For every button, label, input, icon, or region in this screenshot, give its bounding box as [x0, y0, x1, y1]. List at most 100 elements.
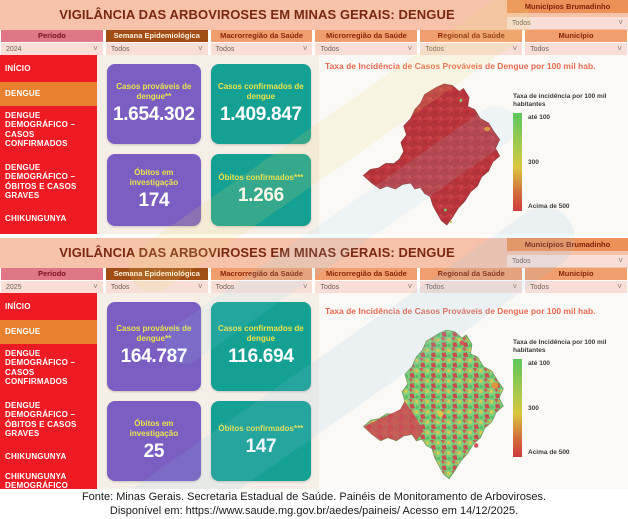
sidebar-item-inicio[interactable]: INÍCIO: [5, 302, 31, 311]
municipios-filter-dropdown[interactable]: Todos ˅: [507, 255, 628, 267]
filter-semana-epidemiologica: Semana Epidemiológica Todos ˅: [105, 268, 208, 293]
filter-dropdown[interactable]: Todos ˅: [420, 43, 523, 55]
sidebar-item-dengue-demografico-casos[interactable]: DENGUE DEMOGRÁFICO – CASOS CONFIRMADOS: [5, 348, 76, 387]
municipios-filter: Municípios Brumadinho Todos ˅: [507, 238, 628, 267]
chevron-down-icon: ˅: [407, 282, 413, 291]
kpi-value: 25: [143, 440, 165, 462]
filter-dropdown[interactable]: Todos ˅: [420, 281, 523, 293]
kpi-label: Óbitos em investigação: [129, 418, 179, 438]
dropdown-value: Todos: [110, 45, 130, 53]
sidebar-item-chikungunya-demografico[interactable]: CHIKUNGUNYA DEMOGRÁFICO: [5, 471, 69, 491]
dropdown-value: Todos: [425, 283, 444, 291]
kpi-label: Óbitos em investigação: [129, 168, 179, 187]
municipios-filter-dropdown[interactable]: Todos ˅: [507, 17, 628, 29]
filter-microrregiao: Microrregião da Saúde Todos ˅: [315, 268, 418, 293]
legend-gradient-bar: [513, 113, 522, 212]
filter-regional: Regional da Saúde Todos ˅: [420, 30, 523, 55]
choropleth-map-minas-gerais-2025[interactable]: [355, 327, 519, 485]
filter-label: Período: [1, 30, 103, 42]
dropdown-value: Todos: [512, 19, 531, 27]
chevron-down-icon: ˅: [302, 282, 308, 291]
kpi-card-grid: Casos prováveis de dengue** 164.787 Caso…: [97, 293, 319, 489]
filter-dropdown[interactable]: Todos ˅: [105, 43, 208, 55]
source-caption-line1: Fonte: Minas Gerais. Secretaria Estadual…: [81, 491, 547, 503]
sidebar-item-dengue[interactable]: DENGUE: [0, 82, 97, 106]
filter-microrregiao: Microrregião da Saúde Todos ˅: [315, 30, 418, 55]
kpi-label: Casos confirmados de dengue: [217, 324, 304, 344]
filter-dropdown[interactable]: Todos ˅: [210, 43, 313, 55]
sidebar-item-dengue-demografico-obitos[interactable]: DENGUE DEMOGRÁFICO – ÓBITOS E CASOS GRAV…: [5, 162, 77, 200]
panel-header: VIGILÂNCIA DAS ARBOVIROSES EM MINAS GERA…: [0, 238, 628, 268]
dropdown-value: Todos: [110, 283, 130, 291]
filter-dropdown[interactable]: Todos ˅: [525, 281, 627, 293]
dropdown-value: Todos: [320, 45, 340, 53]
filter-dropdown[interactable]: Todos ˅: [525, 43, 627, 55]
legend-label-mid: 300: [528, 404, 539, 412]
kpi-label: Casos prováveis de dengue**: [116, 324, 192, 344]
chevron-down-icon: ˅: [197, 44, 203, 53]
source-caption-line2: Disponível em: https://www.saude.mg.gov.…: [109, 505, 519, 517]
dropdown-value: 2024: [6, 45, 22, 53]
filter-dropdown[interactable]: 2025 ˅: [1, 281, 103, 293]
sidebar-item-inicio[interactable]: INÍCIO: [5, 64, 31, 73]
map-visual: Taxa de Incidência de Casos Prováveis de…: [319, 293, 628, 489]
legend-label-min: até 100: [528, 360, 551, 368]
filter-label: Microrregião da Saúde: [315, 268, 418, 280]
sidebar-item-dengue-demografico-casos[interactable]: DENGUE DEMOGRÁFICO – CASOS CONFIRMADOS: [5, 110, 76, 149]
chevron-down-icon: ˅: [617, 282, 622, 291]
sidebar-item-chikungunya[interactable]: CHIKUNGUNYA: [5, 214, 67, 224]
kpi-label: Óbitos confirmados***: [218, 423, 304, 433]
filter-label: Regional da Saúde: [420, 268, 523, 280]
municipios-filter-label: Municípios Brumadinho: [507, 0, 628, 13]
legend-label-min: até 100: [528, 114, 551, 122]
filter-dropdown[interactable]: Todos ˅: [315, 281, 418, 293]
filter-bar: Período 2025 ˅ Semana Epidemiológica Tod…: [0, 268, 628, 293]
panel-header: VIGILÂNCIA DAS ARBOVIROSES EM MINAS GERA…: [0, 0, 628, 30]
page-title: VIGILÂNCIA DAS ARBOVIROSES EM MINAS GERA…: [59, 245, 455, 260]
filter-dropdown[interactable]: Todos ˅: [210, 281, 313, 293]
kpi-value: 147: [245, 435, 277, 457]
chevron-down-icon: ˅: [93, 282, 98, 291]
filter-label: Período: [1, 268, 103, 280]
filter-label: Macrorregião da Saúde: [210, 268, 313, 280]
filter-label: Macrorregião da Saúde: [210, 30, 313, 42]
legend-title: Taxa de incidência por 100 mil habitante…: [513, 93, 607, 109]
sidebar-item-dengue-demografico-obitos[interactable]: DENGUE DEMOGRÁFICO – ÓBITOS E CASOS GRAV…: [5, 400, 77, 438]
dropdown-value: Todos: [215, 45, 235, 53]
filter-label: Município: [525, 30, 627, 42]
chevron-down-icon: ˅: [197, 282, 203, 291]
filter-bar: Período 2024 ˅ Semana Epidemiológica Tod…: [0, 30, 628, 55]
legend-label-max: Acima de 500: [528, 449, 570, 457]
filter-semana-epidemiologica: Semana Epidemiológica Todos ˅: [105, 30, 208, 55]
municipios-filter: Municípios Brumadinho Todos ˅: [507, 0, 628, 29]
legend-title: Taxa de Incidência por 100 mil habitante…: [513, 339, 607, 355]
kpi-label: Óbitos confirmados***: [218, 173, 304, 182]
sidebar-item-dengue[interactable]: DENGUE: [0, 320, 97, 344]
kpi-obitos-confirmados: Óbitos confirmados*** 147: [210, 400, 311, 481]
chevron-down-icon: ˅: [618, 18, 623, 27]
kpi-value: 1.266: [237, 185, 284, 206]
filter-periodo: Período 2024 ˅: [1, 30, 103, 55]
chevron-down-icon: ˅: [93, 44, 98, 53]
kpi-value: 116.694: [228, 346, 294, 368]
sidebar-item-chikungunya[interactable]: CHIKUNGUNYA: [5, 452, 67, 462]
dropdown-value: Todos: [530, 283, 549, 291]
filter-dropdown[interactable]: Todos ˅: [315, 43, 418, 55]
sidebar-menu: INÍCIO DENGUE DENGUE DEMOGRÁFICO – CASOS…: [0, 293, 97, 490]
legend-label-mid: 300: [528, 158, 539, 166]
filter-periodo: Período 2025 ˅: [1, 268, 103, 293]
kpi-label: Casos confirmados de dengue: [217, 82, 304, 101]
filter-macrorregiao: Macrorregião da Saúde Todos ˅: [210, 30, 313, 55]
kpi-value: 174: [138, 190, 170, 211]
dropdown-value: Todos: [530, 45, 549, 53]
choropleth-map-minas-gerais-2024[interactable]: [355, 81, 515, 231]
filter-dropdown[interactable]: Todos ˅: [105, 281, 208, 293]
filter-municipio: Município Todos ˅: [525, 30, 627, 55]
legend-label-max: Acima de 500: [528, 203, 570, 211]
filter-municipio: Município Todos ˅: [525, 268, 627, 293]
source-caption: Fonte: Minas Gerais. Secretaria Estadual…: [0, 489, 628, 519]
filter-macrorregiao: Macrorregião da Saúde Todos ˅: [210, 268, 313, 293]
filter-label: Semana Epidemiológica: [105, 268, 208, 280]
filter-dropdown[interactable]: 2024 ˅: [1, 43, 103, 55]
dashboard-panel-2024: VIGILÂNCIA DAS ARBOVIROSES EM MINAS GERA…: [0, 0, 628, 252]
